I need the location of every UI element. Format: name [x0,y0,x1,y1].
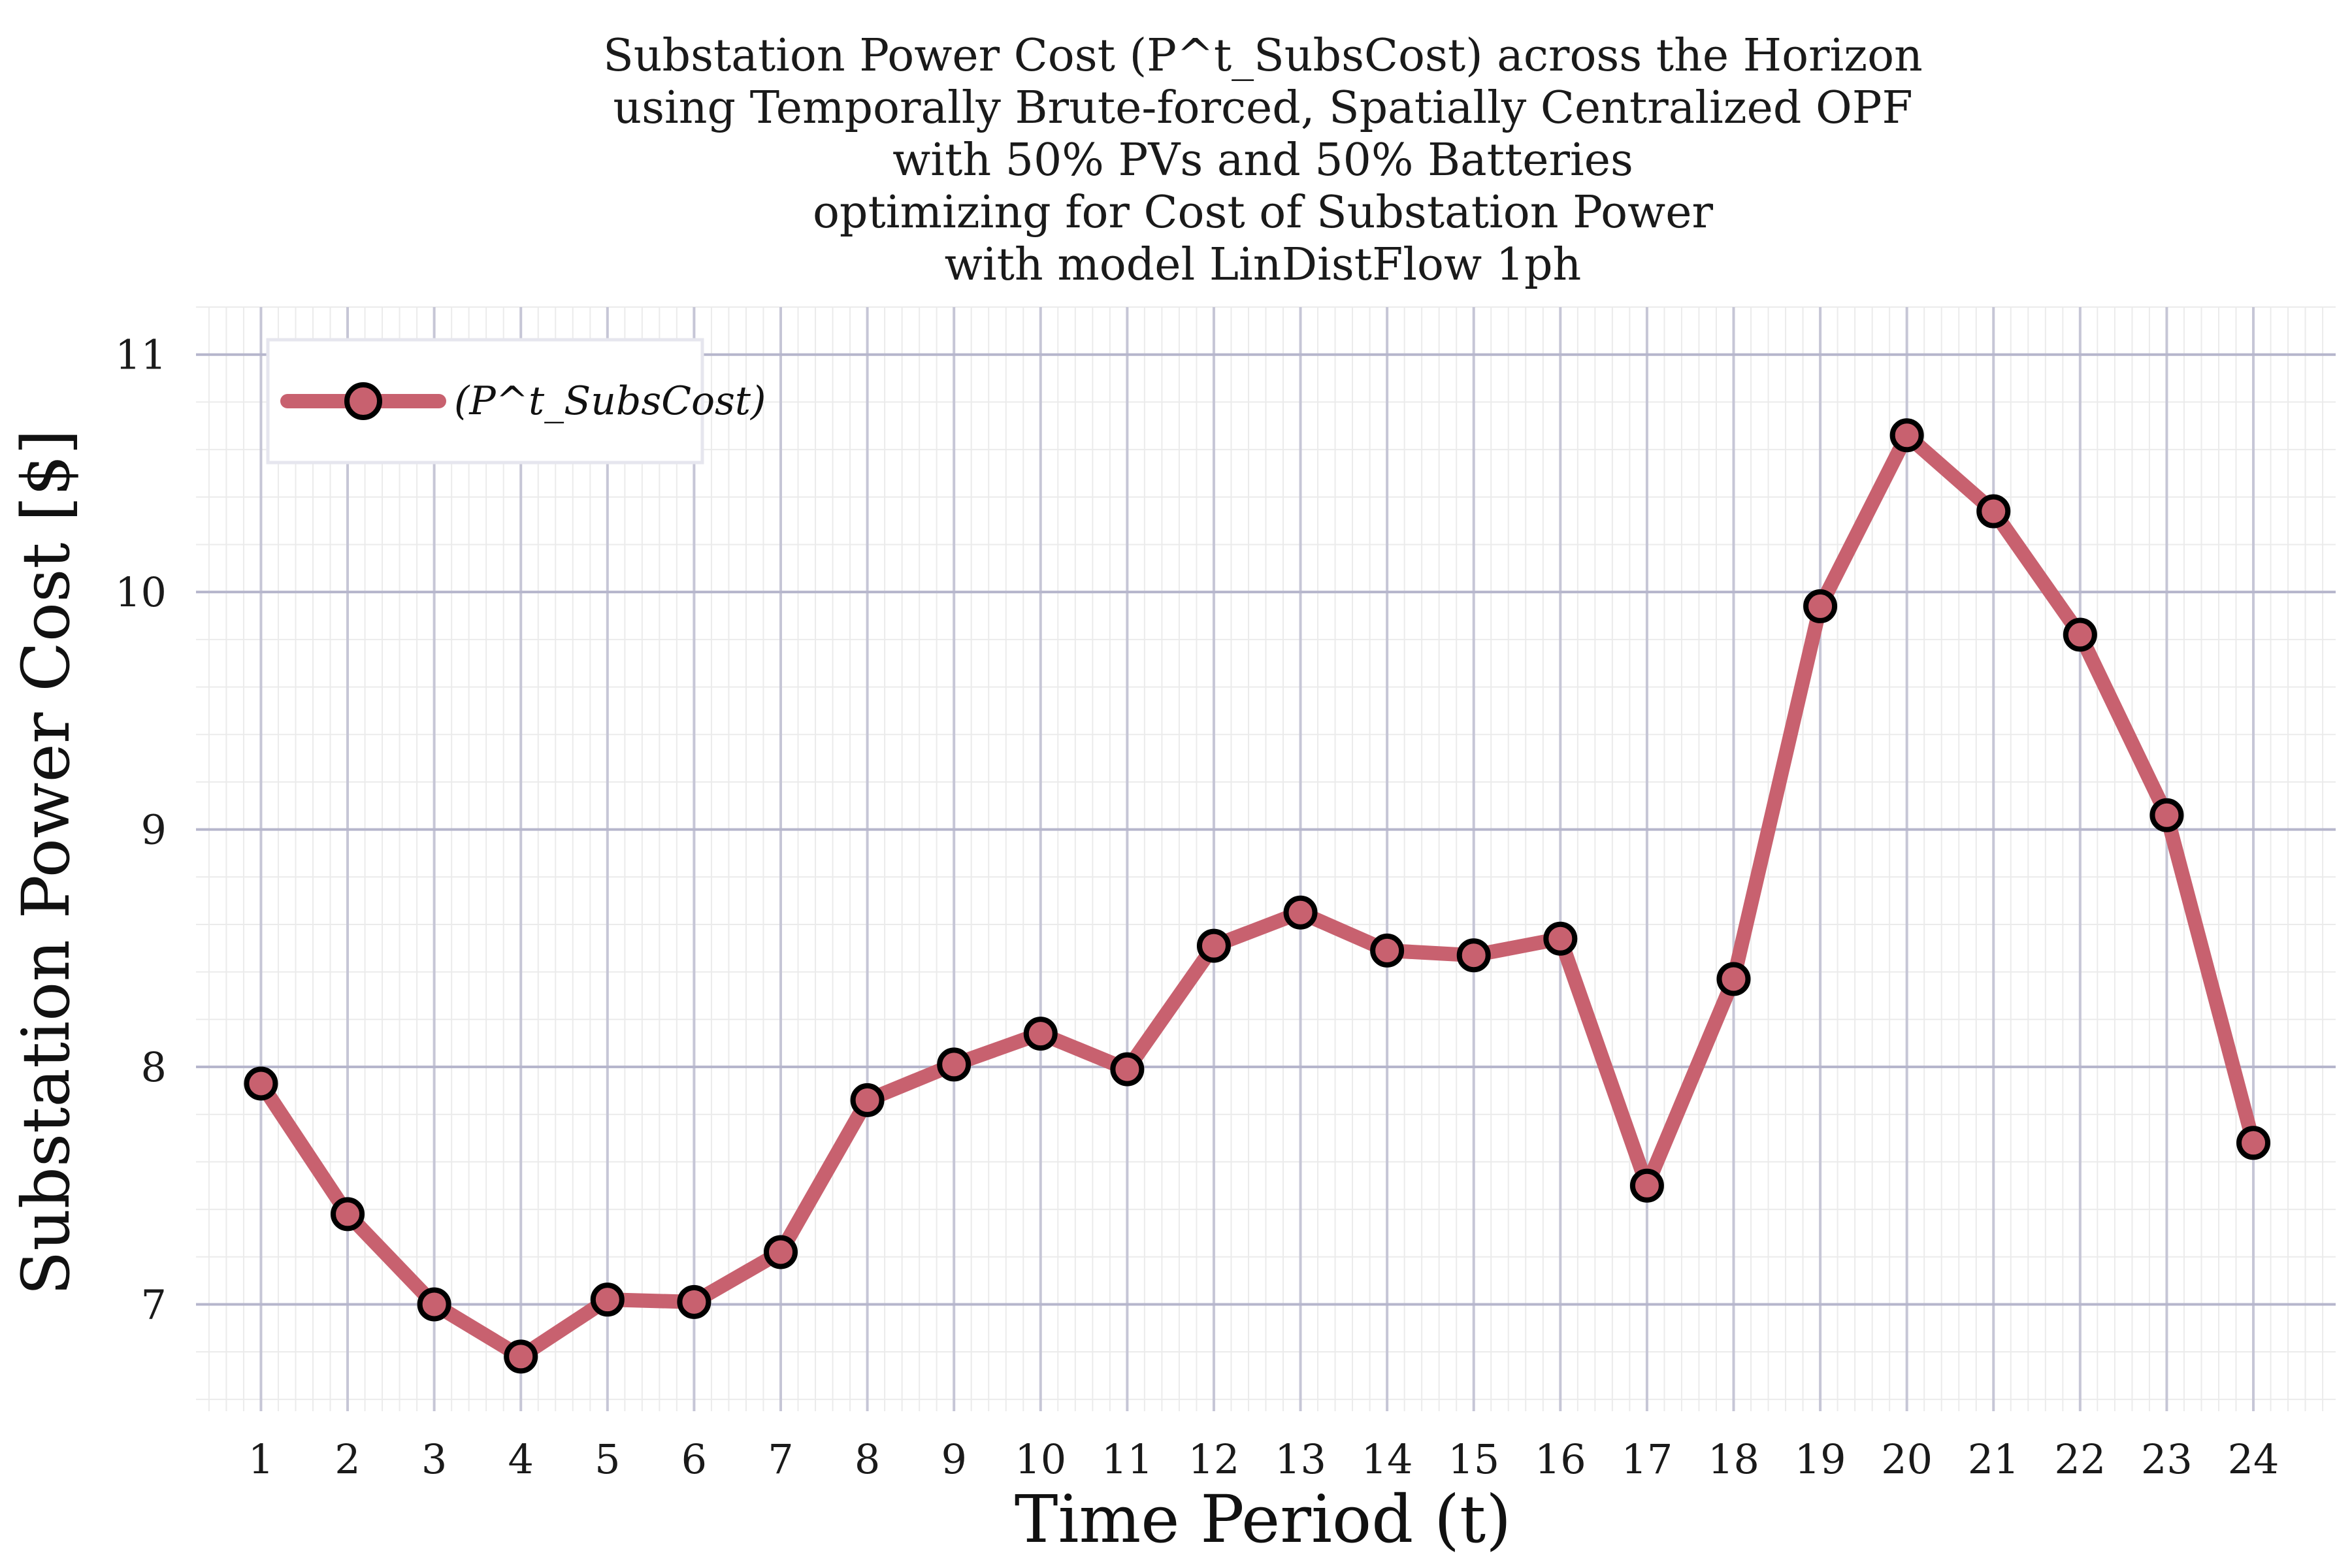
data-point [1803,589,1838,623]
x-tick-label: 22 [2054,1435,2106,1483]
data-point [2063,617,2097,652]
major-grid [196,307,2336,1411]
data-point [331,1197,365,1232]
x-tick-label: 18 [1708,1435,1759,1483]
data-point [1283,895,1318,930]
x-tick-label: 11 [1102,1435,1153,1483]
y-tick-label: 10 [115,568,167,616]
x-tick-label: 12 [1188,1435,1239,1483]
x-tick-label: 20 [1881,1435,1933,1483]
data-point [1629,1168,1664,1203]
data-point [2236,1126,2271,1160]
minor-grid [196,306,2336,1411]
x-tick-label: 6 [681,1435,707,1483]
chart-title-line-4: optimizing for Cost of Substation Power [813,187,1714,238]
data-point [244,1066,278,1101]
data-point [1023,1017,1058,1051]
x-tick-label: 23 [2141,1435,2193,1483]
data-point [2149,798,2184,832]
data-point [1976,494,2011,529]
chart-title: Substation Power Cost (P^t_SubsCost) acr… [603,30,1923,291]
legend-marker [344,382,382,420]
legend-label: (P^t_SubsCost) [454,378,766,424]
series [244,418,2271,1374]
data-point [417,1287,451,1322]
data-point [763,1235,798,1269]
x-tick-label: 16 [1535,1435,1586,1483]
data-point [1110,1052,1145,1086]
y-tick-label: 7 [141,1281,167,1328]
x-tick-label: 2 [335,1435,360,1483]
data-point [937,1047,972,1082]
data-point [590,1282,625,1317]
x-tick-label: 15 [1448,1435,1499,1483]
series-line [253,428,2261,1364]
x-axis-ticks: 1 2 3 4 5 6 7 8 9 10 11 12 13 14 15 16 17 18 19 20 21 22 23 24 [248,1435,2279,1483]
chart-title-line-5: with model LinDistFlow 1ph [945,239,1582,291]
x-tick-label: 24 [2228,1435,2279,1483]
y-axis-label: Substation Power Cost [$] [8,429,84,1296]
legend: (P^t_SubsCost) [266,338,766,465]
x-axis-label: Time Period (t) [1015,1481,1511,1558]
x-tick-label: 17 [1621,1435,1673,1483]
x-tick-label: 9 [941,1435,966,1483]
data-point [1543,921,1578,956]
data-point [1716,962,1751,996]
x-tick-label: 3 [421,1435,447,1483]
data-point [1370,933,1405,968]
x-tick-label: 14 [1362,1435,1413,1483]
x-tick-label: 21 [1968,1435,2019,1483]
x-tick-label: 10 [1015,1435,1066,1483]
x-tick-label: 8 [855,1435,880,1483]
chart-title-line-2: using Temporally Brute-forced, Spatially… [613,82,1912,134]
chart-title-line-1: Substation Power Cost (P^t_SubsCost) acr… [603,30,1923,82]
data-point [1889,418,1924,453]
x-tick-label: 7 [768,1435,793,1483]
x-tick-label: 13 [1275,1435,1326,1483]
y-axis-ticks: 7 8 9 10 11 [115,331,167,1329]
x-tick-label: 1 [248,1435,274,1483]
chart-title-line-3: with 50% PVs and 50% Batteries [892,135,1633,186]
y-tick-label: 8 [141,1043,167,1091]
data-point [1196,928,1231,963]
x-tick-label: 19 [1795,1435,1846,1483]
x-tick-label: 4 [508,1435,533,1483]
x-tick-label: 5 [595,1435,620,1483]
data-point [504,1339,538,1374]
data-point [1456,938,1491,973]
data-point [850,1083,885,1117]
y-tick-label: 11 [115,331,167,379]
data-point [677,1284,711,1319]
y-tick-label: 9 [141,806,167,854]
